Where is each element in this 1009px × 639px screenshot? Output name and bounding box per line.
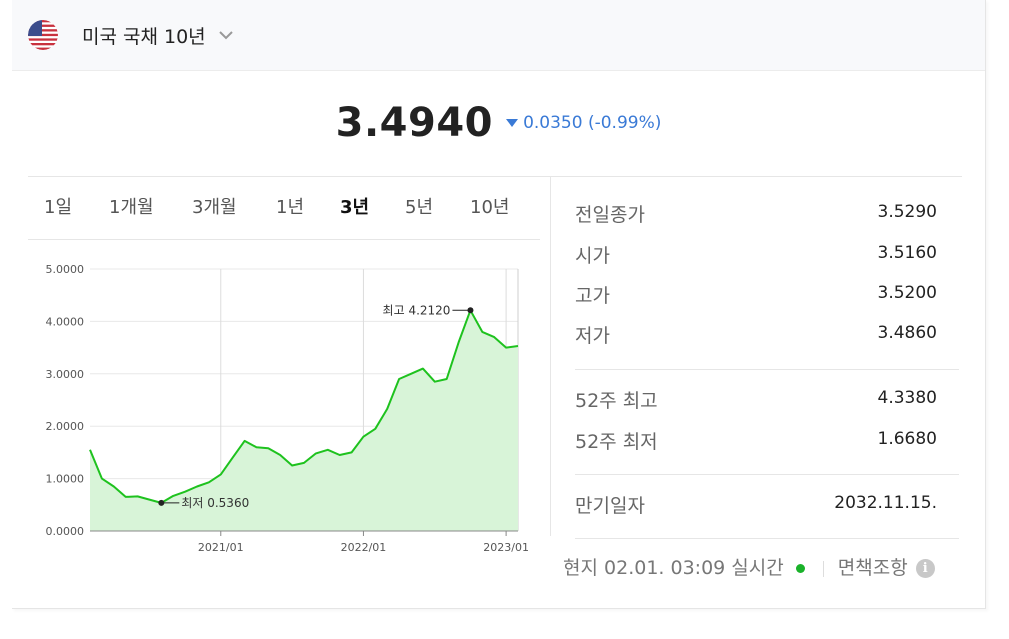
tab-3y[interactable]: 3년 [340, 197, 370, 218]
divider [575, 474, 959, 475]
stat-value: 3.5200 [877, 283, 937, 303]
stat-value: 3.4860 [877, 323, 937, 343]
stat-label: 고가 [575, 285, 610, 307]
divider [575, 538, 959, 539]
annotation-label: 최고 4.2120 [383, 303, 451, 317]
x-tick-label: 2023/01 [483, 541, 528, 554]
realtime-status-icon [795, 564, 805, 573]
stat-low: 저가 3.4860 [575, 321, 937, 347]
chevron-down-icon[interactable] [217, 26, 235, 44]
stat-maturity: 만기일자 2032.11.15. [575, 491, 937, 517]
x-tick-label: 2021/01 [198, 541, 244, 554]
quote-time: 02.01. 03:09 [604, 557, 726, 579]
tab-3m[interactable]: 3개월 [192, 197, 237, 218]
y-tick-label: 4.0000 [46, 315, 85, 328]
period-tabs: 1일 1개월 3개월 1년 3년 5년 10년 [28, 193, 538, 223]
stat-label: 전일종가 [575, 204, 645, 226]
quote-footer: 현지 02.01. 03:09 실시간 면책조항 i [563, 553, 935, 580]
change-percent: (-0.99%) [587, 113, 662, 133]
stat-open: 시가 3.5160 [575, 241, 937, 267]
stat-label: 시가 [575, 245, 610, 267]
stat-label: 저가 [575, 325, 610, 347]
price-change: 0.0350 (-0.99%) [506, 113, 661, 133]
series-area [90, 310, 518, 531]
quote-card: 미국 국채 10년 3.4940 0.0350 (-0.99%) 1일 1개월 … [12, 0, 986, 609]
stat-value: 4.3380 [877, 388, 937, 408]
yield-chart: 5.0000 4.0000 3.0000 2.0000 1.0000 0.0000 2021… [46, 263, 529, 554]
annotation-label: 최저 0.5360 [181, 496, 249, 510]
tab-1m[interactable]: 1개월 [109, 197, 154, 218]
info-icon[interactable]: i [915, 559, 935, 578]
stat-52w-low: 52주 최저 1.6680 [575, 427, 937, 453]
divider [28, 176, 962, 177]
stat-value: 3.5160 [877, 243, 937, 263]
stat-label: 52주 최저 [575, 431, 658, 453]
stat-52w-high: 52주 최고 4.3380 [575, 386, 937, 412]
realtime-label: 실시간 [731, 557, 784, 579]
y-tick-label: 5.0000 [46, 263, 85, 276]
disclaimer-link[interactable]: 면책조항 [837, 557, 908, 579]
y-tick-label: 2.0000 [46, 420, 85, 433]
y-tick-label: 0.0000 [46, 525, 85, 538]
stat-label: 52주 최고 [575, 390, 658, 412]
divider [575, 369, 959, 370]
down-arrow-icon [506, 119, 519, 127]
stat-prev-close: 전일종가 3.5290 [575, 200, 937, 226]
tabs-divider [28, 239, 540, 240]
instrument-name[interactable]: 미국 국채 10년 [82, 26, 206, 48]
x-tick-label: 2022/01 [341, 541, 387, 554]
change-value: 0.0350 [523, 113, 583, 133]
y-tick-label: 3.0000 [46, 368, 85, 381]
tab-1y[interactable]: 1년 [276, 197, 305, 218]
stat-high: 고가 3.5200 [575, 281, 937, 307]
vertical-divider [550, 176, 551, 536]
stat-label: 만기일자 [575, 495, 645, 517]
stat-value: 1.6680 [877, 429, 937, 449]
stat-value: 2032.11.15. [834, 493, 937, 513]
tab-1d[interactable]: 1일 [44, 197, 73, 218]
tab-5y[interactable]: 5년 [405, 197, 434, 218]
us-flag-icon [28, 20, 58, 50]
y-tick-label: 1.0000 [46, 473, 85, 486]
tab-10y[interactable]: 10년 [470, 197, 510, 218]
stat-value: 3.5290 [877, 202, 937, 222]
local-label: 현지 [563, 557, 598, 579]
price-row: 3.4940 0.0350 (-0.99%) [12, 100, 985, 146]
separator [822, 560, 824, 577]
quote-header: 미국 국채 10년 [12, 0, 985, 71]
current-price: 3.4940 [335, 100, 493, 146]
